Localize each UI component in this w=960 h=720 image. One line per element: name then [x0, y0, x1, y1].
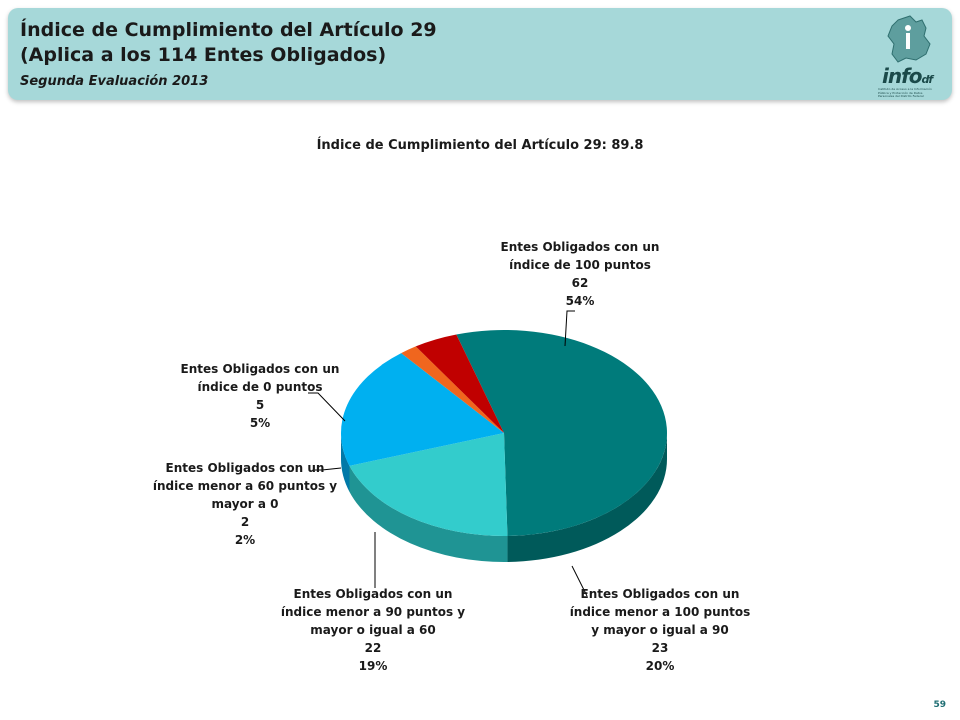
slice-category: Entes Obligados con un: [500, 240, 660, 254]
pie-side-2: [341, 433, 350, 492]
pie-side-1: [349, 465, 508, 562]
infodf-logo: infodf Instituto de Acceso a la Informac…: [876, 14, 940, 98]
slice-percent: 20%: [645, 659, 675, 673]
slice-percent: 54%: [565, 294, 595, 308]
slice-label-1: Entes Obligados con un índice menor a 100…: [565, 585, 755, 675]
slice-category: Entes Obligados con un: [580, 587, 740, 601]
slice-category: mayor a 0: [211, 497, 279, 511]
leader-line-1: [571, 565, 588, 597]
slice-label-2: Entes Obligados con un índice menor a 90 …: [268, 585, 478, 675]
slice-category: Entes Obligados con un: [180, 362, 340, 376]
slice-value: 23: [651, 641, 669, 655]
leader-line-0: [564, 310, 575, 347]
slice-label-4: Entes Obligados con un índice de 0 puntos…: [160, 360, 360, 432]
slice-category: y mayor o igual a 90: [591, 623, 729, 637]
logo-caption: Instituto de Acceso a la Información Púb…: [878, 87, 932, 98]
slice-category: índice menor a 100 puntos: [569, 605, 751, 619]
page-subtitle: Segunda Evaluación 2013: [20, 74, 209, 89]
pie-slice-1: [349, 433, 508, 536]
pie-slice-4: [415, 334, 504, 433]
title-line-2: (Aplica a los 114 Entes Obligados): [20, 44, 387, 66]
leader-line-4: [308, 392, 346, 422]
pie-slice-0: [456, 329, 668, 536]
page-title: Índice de Cumplimiento del Artículo 29 (…: [20, 18, 437, 68]
slice-category: índice de 100 puntos: [509, 258, 651, 272]
leader-line-3: [315, 467, 342, 471]
chart-title: Índice de Cumplimiento del Artículo 29: …: [316, 138, 644, 153]
logo-text: infodf: [882, 64, 933, 88]
slice-percent: 2%: [234, 533, 256, 547]
pie-slice-3: [401, 346, 504, 433]
slice-category: índice de 0 puntos: [197, 380, 323, 394]
slice-category: Entes Obligados con un: [165, 461, 325, 475]
slice-label-3: Entes Obligados con un índice menor a 60 …: [150, 459, 340, 549]
slice-value: 5: [255, 398, 265, 412]
slice-category: índice menor a 60 puntos y: [152, 479, 338, 493]
pie-slice-2: [341, 353, 504, 466]
page-number: 59: [933, 700, 946, 710]
slice-value: 2: [240, 515, 250, 529]
slice-value: 62: [571, 276, 589, 290]
slice-percent: 19%: [358, 659, 388, 673]
district-map-icon: [887, 15, 931, 63]
slice-category: Entes Obligados con un: [293, 587, 453, 601]
slice-category: índice menor a 90 puntos y: [280, 605, 466, 619]
slice-value: 22: [364, 641, 382, 655]
header-banner: Índice de Cumplimiento del Artículo 29 (…: [8, 8, 952, 100]
slice-percent: 5%: [249, 416, 271, 430]
pie-side-0: [507, 433, 667, 562]
slice-category: mayor o igual a 60: [310, 623, 436, 637]
title-line-1: Índice de Cumplimiento del Artículo 29: [20, 19, 437, 41]
slice-label-0: Entes Obligados con un índice de 100 punt…: [500, 238, 660, 310]
